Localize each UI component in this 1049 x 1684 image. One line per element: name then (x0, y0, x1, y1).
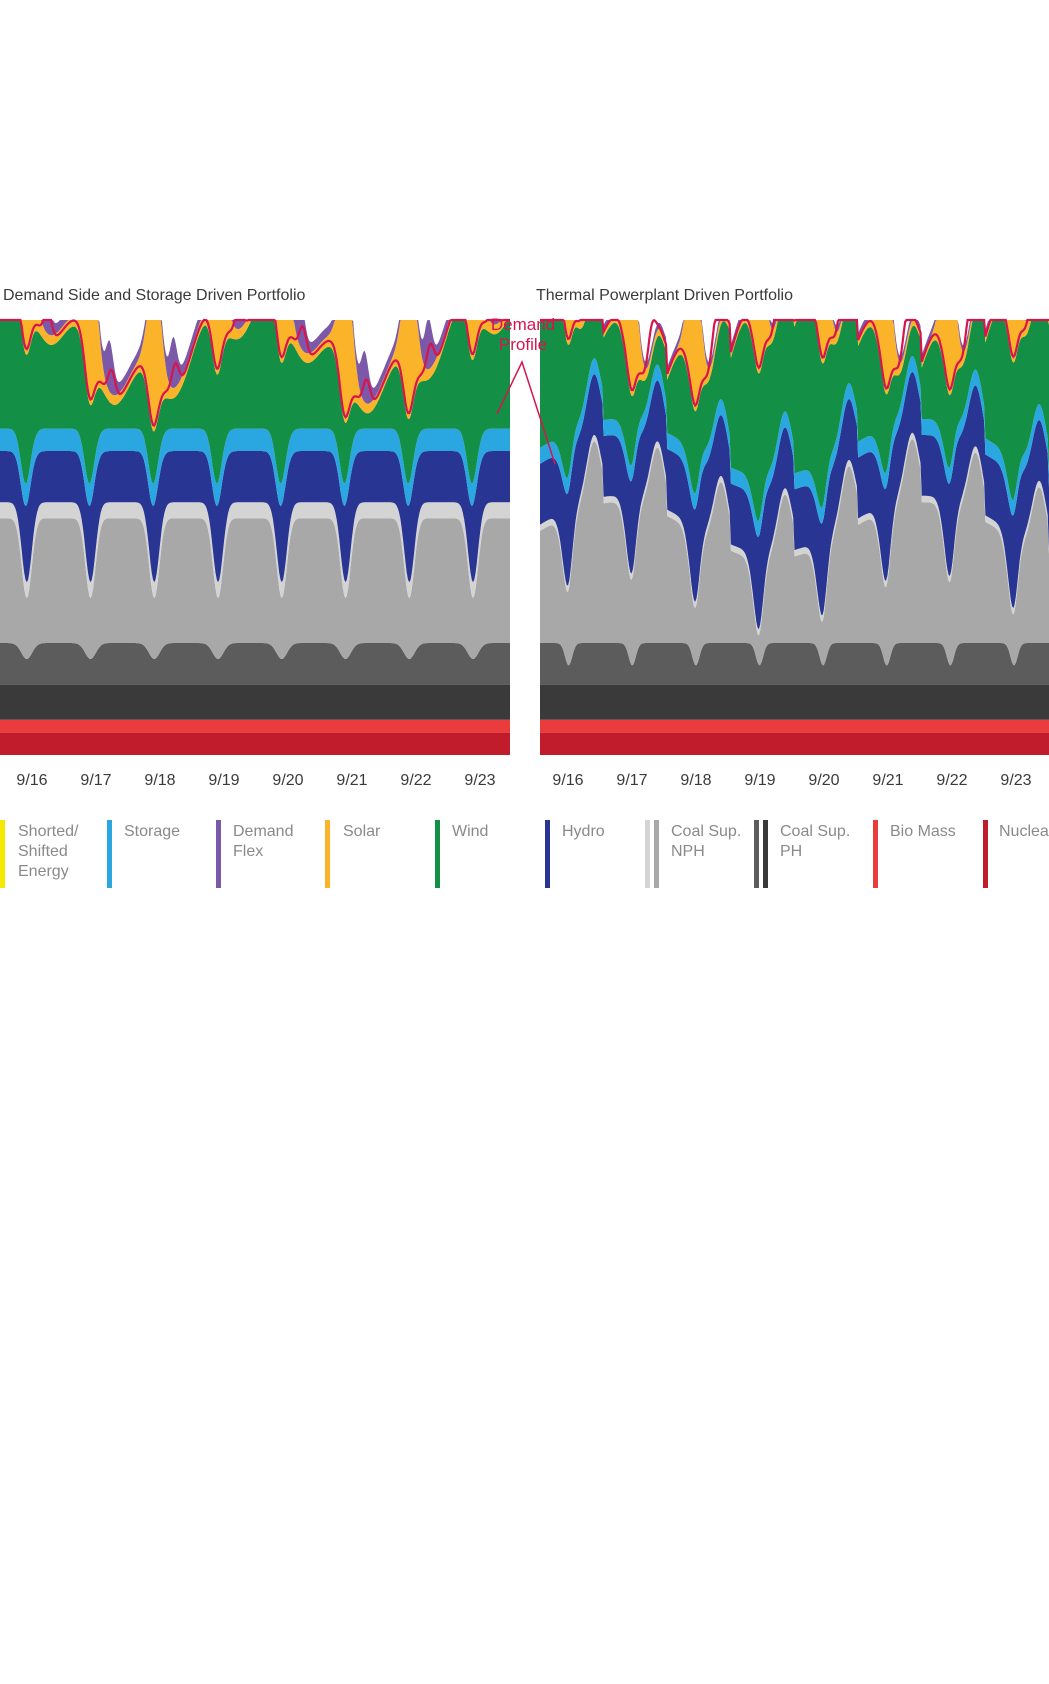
tick-label: 9/20 (272, 772, 303, 789)
tick-label: 9/21 (336, 772, 367, 789)
chart-title-left: Demand Side and Storage Driven Portfolio (3, 287, 305, 304)
legend-label: Coal Sup. (780, 823, 850, 840)
legend-item-storage: Storage (107, 820, 180, 888)
chart-title-right: Thermal Powerplant Driven Portfolio (536, 287, 793, 304)
legend-item-demand-flex: Demand Flex (216, 820, 293, 888)
area-nuclear (540, 732, 1049, 755)
legend-item-hydro: Hydro (545, 820, 605, 888)
area-hydro (540, 372, 1049, 629)
tick-label: 9/23 (1000, 772, 1031, 789)
demand-profile-line (0, 318, 510, 427)
legend-item-solar: Solar (325, 820, 381, 888)
legend-item-coal-nph: Coal Sup. NPH (645, 820, 741, 888)
demand-profile-line (540, 318, 1049, 408)
tick-label: 9/16 (552, 772, 583, 789)
area-coal-ph (540, 643, 1049, 685)
area-storage (0, 428, 510, 507)
legend-swatch (107, 820, 112, 888)
legend-item-shorted: Shorted/ Shifted Energy (0, 820, 79, 888)
area-wind (540, 320, 1049, 521)
tick-label: 9/16 (16, 772, 47, 789)
area-coal-ph-dark (0, 684, 510, 720)
legend-swatch (763, 820, 768, 888)
area-solar (0, 320, 510, 432)
legend-label: Nuclear (999, 823, 1049, 840)
area-biomass (0, 719, 510, 733)
tick-label: 9/22 (936, 772, 967, 789)
legend-label: Flex (233, 843, 263, 860)
legend-label: Shifted (18, 843, 68, 860)
legend-swatch (545, 820, 550, 888)
legend-swatch (325, 820, 330, 888)
legend-label: Demand (233, 823, 293, 840)
area-coal-ph (0, 643, 510, 685)
legend-swatch (0, 820, 5, 888)
area-solar (540, 320, 1049, 412)
demand-profile-annotation: Demand Profile (491, 315, 556, 465)
legend-label: Storage (124, 823, 180, 840)
legend-label: Coal Sup. (671, 823, 741, 840)
tick-label: 9/23 (464, 772, 495, 789)
legend-item-nuclear: Nuclear (983, 820, 1049, 888)
tick-label: 9/20 (808, 772, 839, 789)
legend-label: Solar (343, 823, 381, 840)
area-coal-nph-light (0, 502, 510, 599)
area-demand-flex (0, 320, 510, 404)
legend-label: Shorted/ (18, 823, 79, 840)
tick-label: 9/17 (80, 772, 111, 789)
area-coal-ph-dark (540, 684, 1049, 720)
legend-item-wind: Wind (435, 820, 488, 888)
annotation-leader-line (496, 359, 556, 465)
legend-label: Energy (18, 863, 69, 880)
plot-area-left (0, 318, 510, 755)
tick-label: 9/19 (744, 772, 775, 789)
area-coal-nph (0, 518, 510, 659)
tick-label: 9/22 (400, 772, 431, 789)
area-wind (0, 320, 510, 484)
area-hydro (0, 451, 510, 583)
legend-label: Hydro (562, 823, 605, 840)
tick-label: 9/17 (616, 772, 647, 789)
area-biomass (540, 719, 1049, 733)
tick-label: 9/21 (872, 772, 903, 789)
legend-swatch (216, 820, 221, 888)
tick-label: 9/18 (144, 772, 175, 789)
tick-label: 9/18 (680, 772, 711, 789)
annotation-label-line1: Demand (491, 315, 555, 334)
x-axis-left: 9/16 9/17 9/18 9/19 9/20 9/21 9/22 9/23 (16, 772, 495, 789)
legend-swatch (873, 820, 878, 888)
legend: Shorted/ Shifted Energy Storage Demand F… (0, 820, 1049, 888)
legend-label: Wind (452, 823, 488, 840)
legend-label: Bio Mass (890, 823, 956, 840)
tick-label: 9/19 (208, 772, 239, 789)
legend-label: PH (780, 843, 802, 860)
area-coal-nph (540, 439, 1049, 666)
legend-swatch (435, 820, 440, 888)
legend-label: NPH (671, 843, 705, 860)
area-storage (540, 356, 1049, 537)
area-nuclear (0, 732, 510, 755)
legend-swatch (754, 820, 759, 888)
legend-item-biomass: Bio Mass (873, 820, 956, 888)
legend-swatch (983, 820, 988, 888)
annotation-label-line2: Profile (499, 335, 547, 354)
legend-swatch (645, 820, 650, 888)
legend-swatch (654, 820, 659, 888)
x-axis-right: 9/16 9/17 9/18 9/19 9/20 9/21 9/22 9/23 (552, 772, 1031, 789)
legend-item-coal-ph: Coal Sup. PH (754, 820, 850, 888)
plot-area-right (540, 318, 1049, 755)
